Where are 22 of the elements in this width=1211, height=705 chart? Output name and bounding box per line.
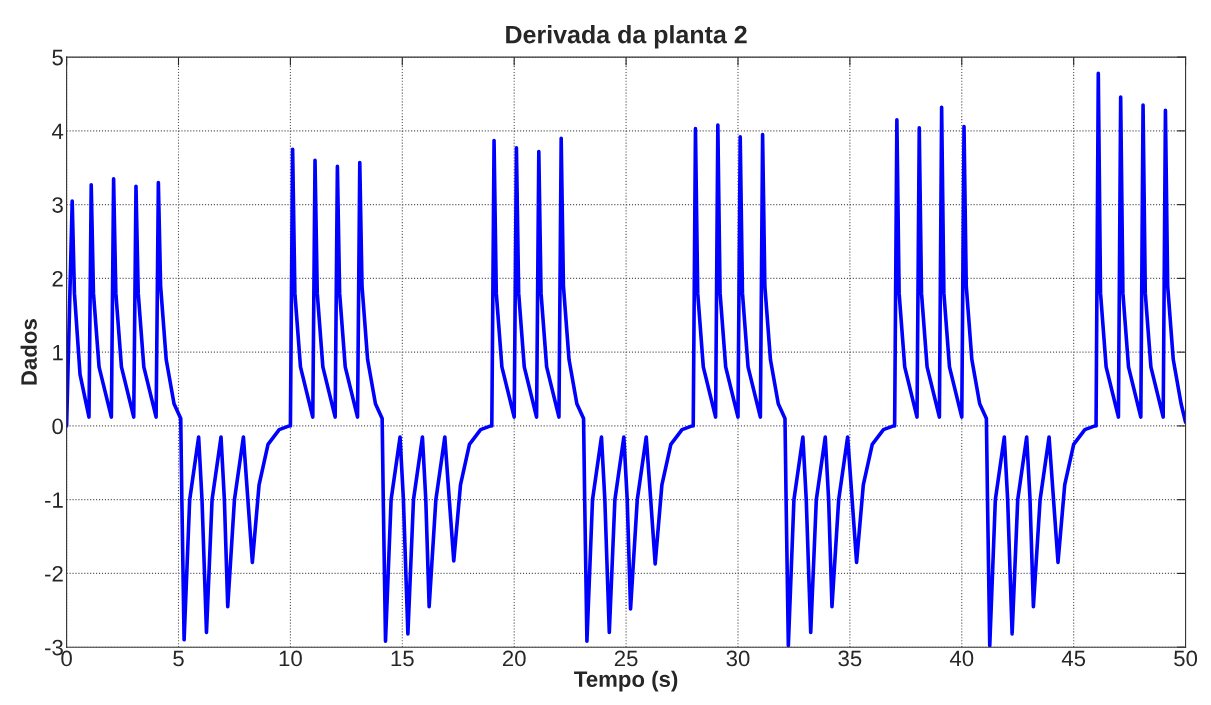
x-tick-label: 40 (949, 650, 974, 667)
y-tick-label: -1 (45, 492, 63, 508)
x-tick-label: 35 (838, 650, 862, 667)
x-tick-label: 50 (1174, 650, 1198, 667)
x-tick-label: 5 (173, 650, 184, 667)
y-axis-title: Dados (20, 319, 37, 385)
x-axis-title: Tempo (s) (574, 670, 678, 692)
x-tick-label: 20 (502, 650, 526, 667)
x-tick-label: 45 (1061, 650, 1086, 667)
x-tick-label: 15 (391, 650, 414, 667)
y-tick-label: 5 (52, 49, 63, 66)
y-tick-label: 4 (51, 123, 64, 139)
x-tick-label: 25 (614, 650, 638, 667)
chart-title: Derivada da planta 2 (506, 25, 747, 49)
y-tick-label: 3 (52, 197, 63, 213)
y-tick-label: -3 (45, 639, 63, 656)
y-tick-label: 2 (52, 270, 63, 287)
x-tick-label: 30 (726, 650, 750, 667)
x-tick-label: 10 (279, 650, 302, 667)
y-tick-label: -2 (45, 565, 63, 582)
y-tick-label: 0 (52, 418, 63, 435)
y-tick-label: 1 (53, 344, 63, 361)
